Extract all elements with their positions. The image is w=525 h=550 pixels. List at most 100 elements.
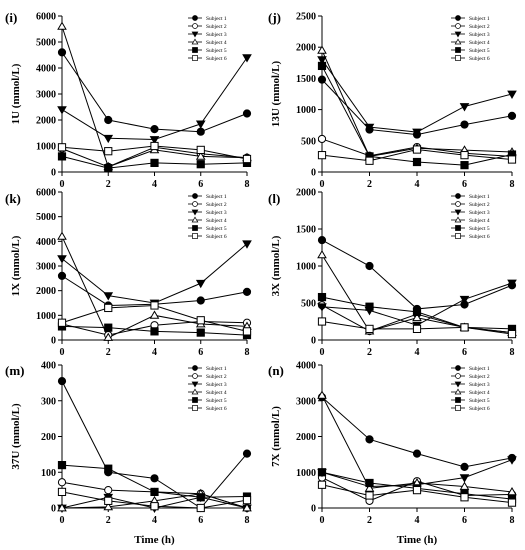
data-point-subject-5 bbox=[317, 61, 327, 71]
y-tick-label: 2500 bbox=[296, 12, 316, 23]
legend-entry-label: Subject 2 bbox=[206, 202, 227, 208]
data-point-subject-1 bbox=[242, 449, 252, 458]
data-point-subject-4 bbox=[317, 390, 327, 399]
x-tick-label: 6 bbox=[198, 347, 203, 358]
legend-entry-label: Subject 1 bbox=[206, 16, 227, 22]
legend-marker bbox=[454, 209, 462, 216]
data-point-subject-6 bbox=[57, 143, 67, 152]
legend-entry-label: Subject 1 bbox=[469, 194, 490, 200]
y-tick-label: 5000 bbox=[36, 212, 56, 223]
legend: Subject 1 Subject 2 Subject 3 Subject 4 Subj… bbox=[451, 15, 490, 62]
data-point-subject-3 bbox=[317, 303, 327, 312]
data-point-subject-5 bbox=[365, 478, 374, 488]
data-point-subject-6 bbox=[196, 145, 205, 155]
series-line-subject-1 bbox=[321, 79, 513, 136]
legend-entry-label: Subject 5 bbox=[206, 48, 227, 54]
legend-entry-label: Subject 2 bbox=[469, 374, 490, 380]
x-tick-label: 4 bbox=[415, 347, 420, 358]
data-point-subject-6 bbox=[196, 503, 205, 513]
data-point-subject-6 bbox=[317, 317, 327, 326]
legend-entry-label: Subject 2 bbox=[469, 24, 490, 30]
data-point-subject-1 bbox=[507, 111, 517, 120]
y-tick-label: 4000 bbox=[36, 237, 56, 248]
legend-marker bbox=[455, 365, 461, 371]
x-tick-label: 8 bbox=[245, 179, 250, 190]
legend-marker bbox=[455, 23, 461, 29]
x-tick-label: 8 bbox=[245, 347, 250, 358]
panel-label: (k) bbox=[5, 191, 21, 206]
y-tick-label: 2000 bbox=[296, 432, 316, 443]
data-point-subject-6 bbox=[150, 141, 159, 151]
data-point-subject-4 bbox=[149, 310, 160, 319]
y-tick-label: 200 bbox=[41, 432, 56, 443]
legend-entry-label: Subject 3 bbox=[206, 382, 227, 388]
x-tick-label: 4 bbox=[152, 515, 157, 526]
data-point-subject-6 bbox=[242, 154, 252, 164]
x-tick-label: 2 bbox=[367, 347, 372, 358]
x-tick-label: 6 bbox=[462, 515, 467, 526]
chart-panel-3: (k) 0 1000 2000 3000 4000 5000 6000 0 2 4 6 8 1X (mmo… bbox=[5, 188, 252, 358]
legend-entry-label: Subject 6 bbox=[206, 234, 227, 240]
legend-entry-label: Subject 6 bbox=[469, 56, 490, 62]
data-point-subject-6 bbox=[412, 486, 422, 495]
series-line-subject-1 bbox=[61, 52, 248, 133]
data-point-subject-1 bbox=[242, 287, 252, 296]
data-point-subject-1 bbox=[104, 115, 113, 125]
y-tick-label: 6000 bbox=[36, 12, 56, 23]
data-point-subject-4 bbox=[195, 151, 206, 160]
x-tick-label: 4 bbox=[415, 515, 420, 526]
data-point-subject-3 bbox=[149, 136, 160, 145]
data-point-subject-6 bbox=[317, 151, 327, 160]
legend-entry-label: Subject 3 bbox=[469, 32, 490, 38]
y-tick-label: 2000 bbox=[296, 43, 316, 54]
data-point-subject-5 bbox=[317, 292, 327, 302]
legend-entry-label: Subject 3 bbox=[206, 210, 227, 216]
data-point-subject-1 bbox=[317, 75, 327, 84]
legend-marker bbox=[455, 193, 461, 199]
data-point-subject-3 bbox=[57, 255, 67, 264]
y-tick-label: 0 bbox=[51, 504, 56, 515]
data-point-subject-4 bbox=[317, 249, 327, 259]
legend-entry-label: Subject 1 bbox=[469, 16, 490, 22]
data-point-subject-3 bbox=[459, 474, 470, 483]
y-axis-label: 13U (mmol/L) bbox=[270, 61, 282, 128]
data-point-subject-6 bbox=[196, 316, 205, 325]
data-point-subject-5 bbox=[196, 328, 205, 337]
data-point-subject-5 bbox=[150, 487, 159, 497]
x-tick-label: 8 bbox=[245, 515, 250, 526]
legend-marker bbox=[455, 47, 461, 53]
legend-marker bbox=[191, 209, 199, 216]
legend-marker bbox=[192, 373, 198, 379]
x-tick-label: 6 bbox=[198, 179, 203, 190]
legend: Subject 1 Subject 2 Subject 3 Subject 4 Subj… bbox=[451, 193, 490, 240]
data-point-subject-6 bbox=[365, 324, 374, 333]
legend-entry-label: Subject 4 bbox=[469, 218, 490, 224]
chart-panel-2: (j) 0 500 1000 1500 2000 2500 0 2 4 6 8 13U (mmol/L)… bbox=[268, 10, 517, 190]
data-point-subject-3 bbox=[195, 279, 206, 289]
data-point-subject-6 bbox=[242, 496, 252, 505]
y-tick-label: 2000 bbox=[36, 116, 56, 127]
legend-entry-label: Subject 5 bbox=[469, 48, 490, 54]
x-tick-label: 4 bbox=[152, 347, 157, 358]
legend-entry-label: Subject 4 bbox=[206, 40, 227, 46]
y-tick-label: 300 bbox=[41, 396, 56, 407]
legend-marker bbox=[455, 397, 461, 403]
x-tick-label: 0 bbox=[320, 179, 325, 190]
legend: Subject 1 Subject 2 Subject 3 Subject 4 Subj… bbox=[188, 365, 227, 412]
legend-entry-label: Subject 4 bbox=[206, 218, 227, 224]
y-tick-label: 0 bbox=[51, 336, 56, 347]
data-point-subject-6 bbox=[412, 324, 422, 333]
panel-label: (l) bbox=[268, 191, 280, 206]
legend-marker bbox=[455, 373, 461, 379]
legend-entry-label: Subject 1 bbox=[469, 366, 490, 372]
data-point-subject-4 bbox=[507, 486, 517, 496]
y-tick-label: 1000 bbox=[296, 262, 316, 273]
legend-marker bbox=[192, 225, 198, 231]
y-axis-label: 1X (mmol/L) bbox=[10, 235, 22, 296]
y-tick-label: 5000 bbox=[36, 38, 56, 49]
data-point-subject-3 bbox=[412, 128, 422, 138]
data-point-subject-4 bbox=[57, 21, 67, 30]
panel-label: (i) bbox=[5, 10, 17, 25]
legend-entry-label: Subject 1 bbox=[206, 194, 227, 200]
data-point-subject-6 bbox=[365, 491, 374, 500]
